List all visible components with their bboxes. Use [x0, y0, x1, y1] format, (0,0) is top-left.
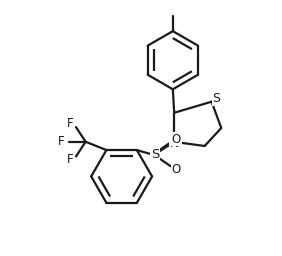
- Text: F: F: [58, 135, 64, 148]
- Text: O: O: [172, 133, 181, 146]
- Text: F: F: [67, 153, 73, 166]
- Text: O: O: [172, 163, 181, 176]
- Text: S: S: [151, 148, 159, 161]
- Text: N: N: [170, 137, 179, 150]
- Text: S: S: [213, 92, 221, 105]
- Text: F: F: [67, 117, 73, 130]
